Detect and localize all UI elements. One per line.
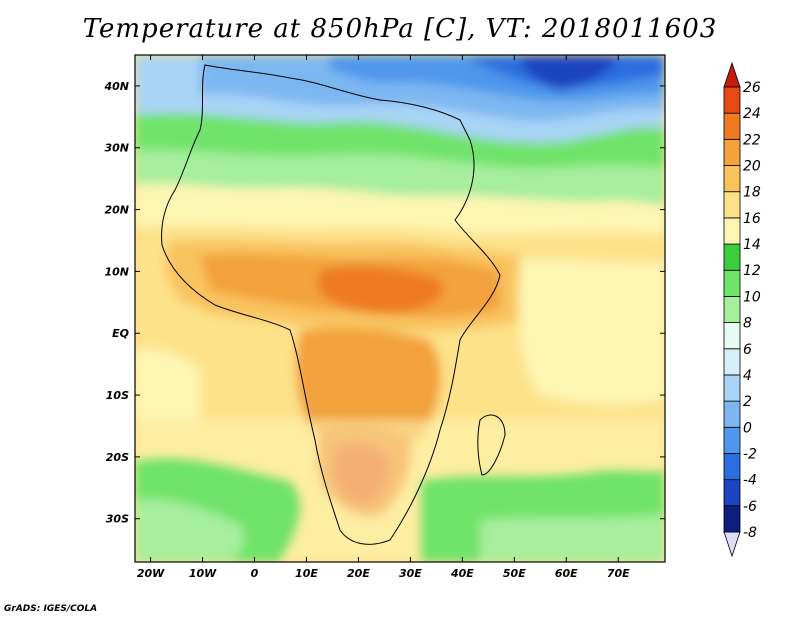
lat-tick-label: 10N [104,265,129,278]
colorbar-label: 8 [743,316,752,332]
colorbar-label: -8 [743,525,757,541]
colorbar-swatch [723,426,741,454]
colorbar-swatch [723,112,741,140]
lon-tick-label: 70E [607,567,630,580]
lat-tick-label: 20S [106,451,129,464]
colorbar-label: 12 [743,263,761,279]
lat-tick-label: 30N [104,142,129,155]
colorbar-swatch [723,191,741,219]
colorbar-swatch [723,453,741,481]
colorbar-swatch [723,138,741,166]
colorbar-swatch [723,86,741,114]
lat-tick-label: 40N [103,80,129,93]
colorbar-swatch [723,269,741,297]
colorbar-swatch [723,479,741,507]
colorbar-bottom-arrow [723,531,741,558]
colorbar-swatch [723,296,741,323]
lat-tick-label: EQ [112,327,129,340]
longitude-axis: 20W 10W 0 10E 20E 30E 40E 50E 60E 70E [137,55,630,580]
colorbar-swatch [723,322,741,350]
coastlines [161,64,506,545]
colorbar-label: 4 [743,368,752,384]
lat-tick-label: 10S [106,389,129,402]
colorbar-swatch [723,243,741,271]
colorbar-label: 24 [743,106,761,122]
lon-tick-label: 50E [503,567,526,580]
colorbar-label: 16 [743,211,761,227]
colorbar-label: 20 [743,159,761,175]
lon-tick-label: 30E [399,567,422,580]
lon-tick-label: 10E [295,567,318,580]
colorbar-label: 0 [743,420,752,436]
colorbar-swatch [723,400,741,428]
colorbar-label: -2 [743,446,757,462]
lat-tick-label: 30S [106,513,129,526]
colorbar-swatch [723,348,741,376]
colorbar-swatch [723,217,741,245]
colorbar-label: 2 [743,394,752,410]
lon-tick-label: 20E [347,567,370,580]
temperature-field [135,55,665,562]
credit-label: GrADS: IGES/COLA [4,604,98,614]
latitude-axis: 40N 30N 20N 10N EQ 10S 20S 30S [103,80,665,526]
colorbar-label: -4 [743,473,757,489]
colorbar-label: 14 [743,237,761,253]
colorbar-swatch [723,165,741,193]
colorbar-label: 22 [743,132,761,148]
lon-tick-label: 40E [450,567,474,580]
colorbar-top-arrow [723,61,741,88]
lat-tick-label: 20N [104,204,129,217]
lon-tick-label: 10W [189,567,217,580]
colorbar-label: 10 [743,289,761,305]
lon-tick-label: 20W [137,567,165,580]
colorbar-label: 18 [743,185,761,201]
lon-tick-label: 60E [555,567,578,580]
colorbar-swatch [723,505,741,533]
lon-tick-label: 0 [251,567,259,580]
colorbar-label: 26 [743,80,761,96]
colorbar-label: -6 [743,499,757,515]
colorbar-label: 6 [743,342,752,358]
colorbar-swatch [723,374,741,402]
map-title: Temperature at 850hPa [C], VT: 201801160… [82,14,718,44]
map-frame [134,54,666,563]
